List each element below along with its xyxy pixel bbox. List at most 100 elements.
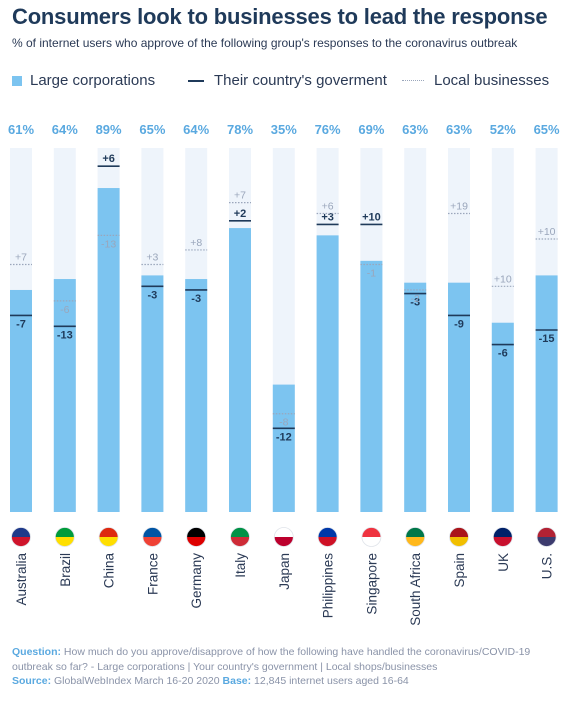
local-diff-label: -8: [279, 417, 288, 429]
legend-label-local-businesses: Local businesses: [434, 72, 550, 89]
flag-half-top: [449, 527, 469, 537]
government-diff-label: -15: [539, 333, 555, 345]
country-label: France: [145, 553, 160, 595]
local-diff-label: +7: [234, 190, 246, 202]
local-diff-label: +8: [190, 237, 202, 249]
legend-swatch-local-line: [402, 80, 424, 81]
country-label: Germany: [189, 553, 204, 609]
government-diff-label: -3: [410, 297, 420, 309]
legend-swatch-government-line: [188, 79, 204, 82]
footer-question: Question: How much do you approve/disapp…: [12, 646, 531, 673]
country-group-china: 89% +6 -13 China: [96, 122, 122, 588]
bar-large-corporations: [448, 282, 470, 512]
flag-half-top: [318, 527, 338, 537]
top-value-label: 63%: [446, 122, 472, 137]
bar-large-corporations: [10, 289, 32, 512]
flag-half-top: [55, 527, 75, 537]
top-value-label: 64%: [52, 122, 78, 137]
flag-outline: [54, 527, 75, 547]
country-label: Spain: [452, 553, 467, 588]
flag-half-bottom: [449, 537, 469, 547]
country-group-singapore: 69% +10 -1 Singapore: [358, 122, 384, 615]
flag-half-top: [493, 527, 513, 537]
legend-label-large-corporations: Large corporations: [30, 72, 156, 89]
government-diff-label: +2: [234, 208, 247, 220]
country-label: Japan: [277, 553, 292, 590]
flag-outline: [230, 527, 250, 547]
country-label: South Africa: [408, 553, 423, 626]
government-diff-label: -3: [148, 289, 158, 301]
local-diff-label: -2: [411, 293, 420, 305]
local-diff-label: -6: [60, 304, 69, 316]
local-diff-label: +7: [15, 251, 27, 263]
flag-outline: [98, 527, 119, 547]
flag-outline: [11, 527, 31, 547]
flag-half-top: [99, 527, 119, 537]
country-label: Brazil: [58, 553, 73, 587]
flag-outline: [317, 527, 338, 547]
local-diff-label: -1: [367, 267, 376, 279]
footer-source: Source: GlobalWebIndex March 16-20 2020 …: [12, 675, 409, 687]
government-diff-label: -3: [191, 293, 201, 305]
flag-outline: [492, 527, 513, 547]
country-label: U.S.: [540, 553, 555, 579]
government-diff-label: -9: [454, 318, 464, 330]
flag-half-top: [11, 527, 31, 537]
bar-large-corporations: [535, 275, 558, 512]
bar-large-corporations: [491, 322, 514, 512]
local-diff-label: -13: [101, 238, 116, 250]
country-group-japan: 35% -12 -8 Japan: [271, 122, 297, 590]
top-value-label: 52%: [490, 122, 516, 137]
flag-outline: [361, 527, 382, 547]
flag-half-bottom: [99, 537, 119, 547]
top-value-label: 89%: [96, 122, 122, 137]
flag-half-bottom: [230, 537, 250, 547]
flag-half-bottom: [361, 537, 381, 547]
flag-half-top: [274, 527, 294, 537]
government-diff-label: -6: [498, 348, 508, 360]
bar-large-corporations: [141, 275, 164, 512]
flag-half-bottom: [186, 537, 206, 547]
country-label: China: [102, 553, 117, 589]
government-diff-label: -12: [276, 431, 292, 443]
local-diff-label: +3: [146, 251, 158, 263]
bar-chart: 61% -7 +7 Australia 64% -13 -6 Brazil 89% +6 -13 Ch…: [8, 122, 560, 626]
government-diff-label: +6: [102, 153, 115, 165]
top-value-label: 63%: [402, 122, 428, 137]
flag-outline: [186, 527, 207, 547]
country-group-philippines: 76% +3+6 Philippines: [315, 122, 341, 618]
flag-outline: [449, 527, 469, 547]
flag-half-bottom: [11, 537, 31, 547]
flag-half-bottom: [405, 537, 425, 547]
top-value-label: 69%: [358, 122, 384, 137]
country-group-france: 65% -3 +3 France: [139, 122, 165, 595]
bar-large-corporations: [316, 235, 339, 513]
country-group-south-africa: 63% -3-2 South Africa: [402, 122, 428, 626]
flag-half-bottom: [274, 537, 294, 547]
top-value-label: 61%: [8, 122, 34, 137]
bar-large-corporations: [229, 228, 251, 512]
legend-item-local-businesses: Local businesses: [402, 72, 549, 89]
flag-half-bottom: [318, 537, 338, 547]
flag-half-top: [186, 527, 206, 537]
bar-large-corporations: [272, 384, 295, 512]
country-label: UK: [496, 553, 511, 572]
country-group-brazil: 64% -13 -6 Brazil: [52, 122, 78, 587]
government-diff-label: +3: [321, 211, 334, 223]
bar-large-corporations: [360, 260, 383, 512]
country-label: Italy: [233, 553, 248, 578]
government-diff-label: -13: [57, 329, 73, 341]
legend-item-large-corporations: Large corporations: [12, 72, 155, 89]
country-group-u-s-: 65% -15 +10 U.S.: [534, 122, 560, 579]
country-group-germany: 64% -3 +8 Germany: [183, 122, 209, 609]
flag-half-bottom: [537, 537, 557, 547]
top-value-label: 35%: [271, 122, 297, 137]
bar-large-corporations: [97, 188, 120, 512]
country-label: Philippines: [321, 553, 336, 619]
bar-large-corporations: [404, 282, 427, 512]
flag-half-top: [142, 527, 162, 537]
local-diff-label: +19: [450, 201, 468, 213]
country-label: Singapore: [364, 553, 379, 615]
bar-large-corporations: [53, 279, 76, 512]
country-group-spain: 63% -9 +19 Spain: [446, 122, 472, 588]
